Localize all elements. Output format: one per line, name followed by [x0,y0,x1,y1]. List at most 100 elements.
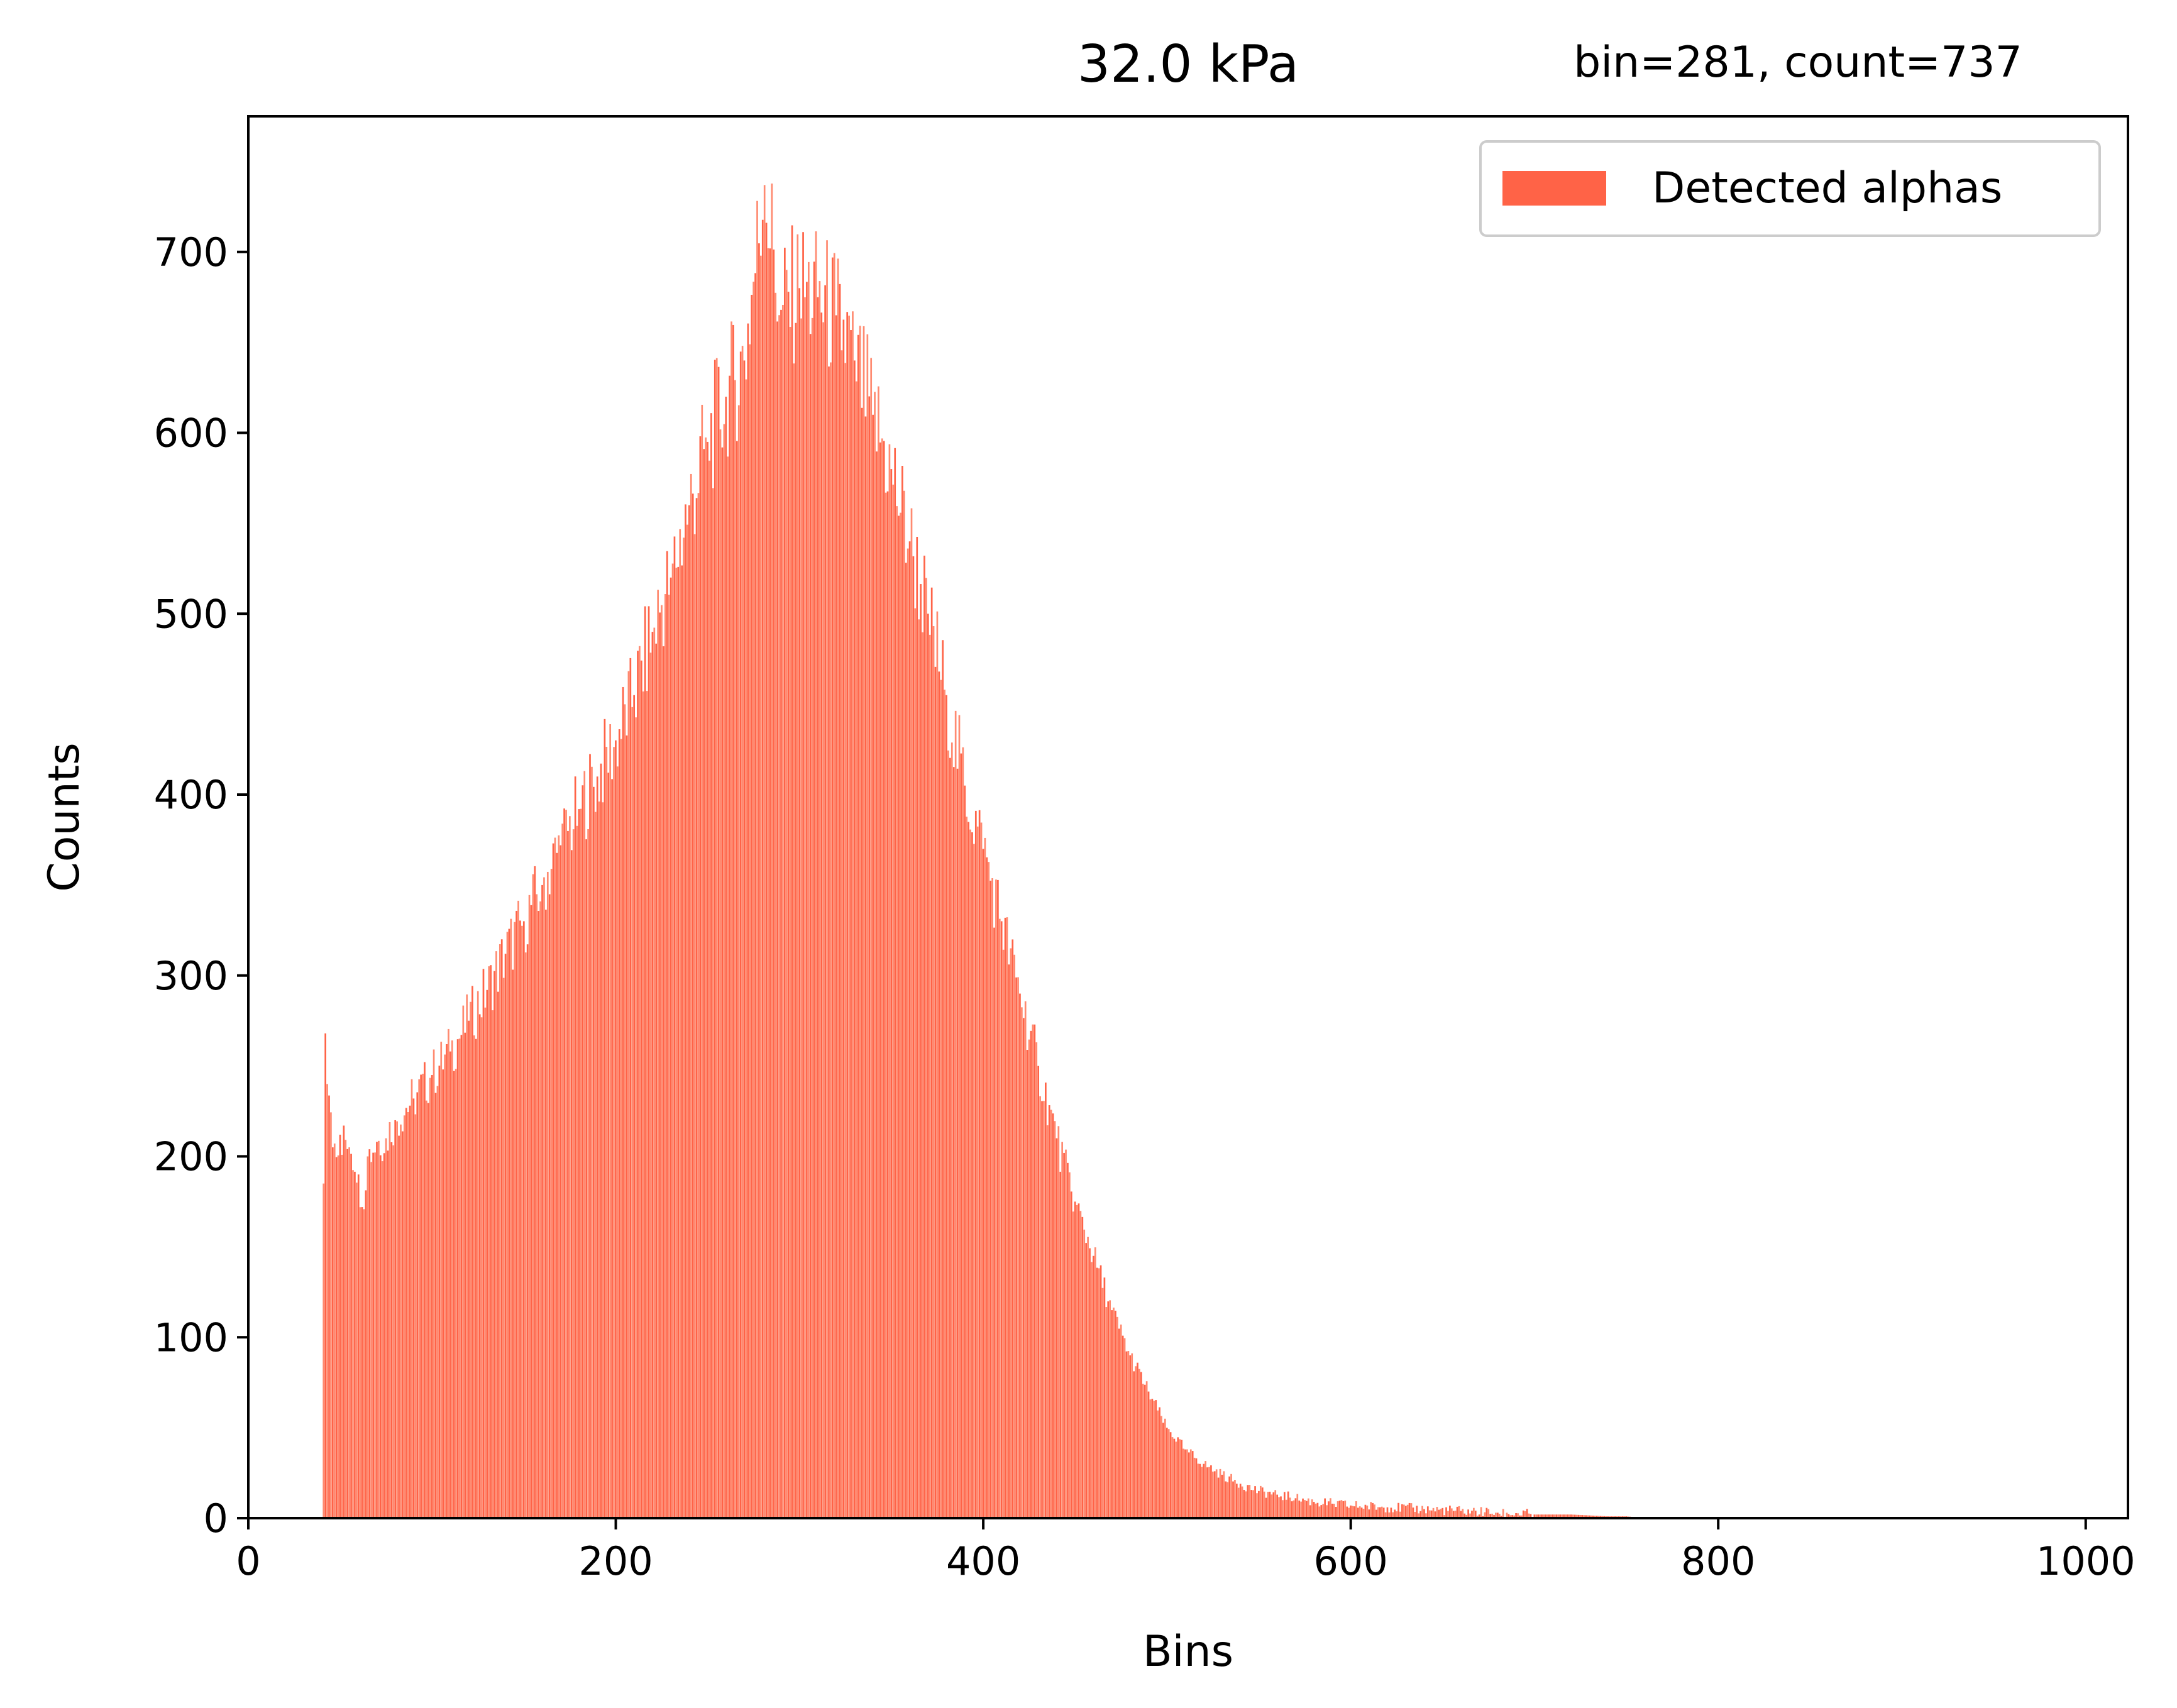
histogram-bar [749,344,751,1519]
histogram-bar [591,766,593,1518]
y-tick-label: 400 [154,772,228,818]
histogram-bar [440,1042,443,1518]
histogram-bar [1550,1514,1552,1518]
histogram-bar [969,829,971,1518]
histogram-bar [626,735,628,1518]
histogram-bar [1362,1509,1365,1518]
histogram-bar [1228,1476,1230,1518]
histogram-bar [414,1114,417,1518]
histogram-bar [1364,1504,1367,1518]
histogram-bar [448,1028,449,1518]
histogram-bar [1120,1325,1122,1518]
histogram-bar [514,922,516,1518]
histogram-bar [1533,1514,1536,1518]
histogram-bar [774,292,777,1518]
histogram-bar [407,1112,409,1518]
histogram-bar [1291,1501,1293,1518]
histogram-bar [1471,1511,1473,1518]
histogram-bar [717,366,720,1519]
histogram-bar [1379,1507,1381,1518]
histogram-bar [537,911,540,1518]
histogram-bar [1010,948,1012,1518]
histogram-bar [989,880,992,1518]
histogram-bar [903,490,905,1518]
histogram-bar [1045,1083,1047,1518]
histogram-bar [1575,1514,1578,1518]
histogram-bar [892,484,895,1518]
histogram-bar [833,253,835,1518]
legend-swatch [1502,171,1606,206]
histogram-bar [400,1124,402,1518]
histogram-bar [333,1143,336,1518]
histogram-bar [1019,993,1021,1518]
histogram-bar [670,577,672,1518]
histogram-bar [1326,1505,1328,1518]
histogram-bar [655,643,658,1518]
histogram-bar [930,587,933,1519]
histogram-bar [510,918,512,1518]
histogram-bar [874,392,876,1518]
histogram-bar [1232,1481,1234,1518]
histogram-bar [596,776,598,1518]
histogram-bar [1495,1512,1497,1518]
histogram-bar [534,866,536,1518]
histogram-bar [343,1125,345,1518]
histogram-bar [556,852,558,1518]
histogram-bar [442,1069,444,1518]
histogram-bar [1382,1507,1385,1518]
histogram-bar [681,565,683,1518]
histogram-bar [471,986,473,1518]
histogram-bar [1509,1515,1512,1518]
histogram-bar [854,360,856,1519]
histogram-bar [881,438,883,1519]
histogram-bar [1000,921,1003,1518]
histogram-bar [495,951,497,1518]
histogram-bar [1337,1501,1339,1518]
histogram-bar [477,991,479,1518]
histogram-bar [585,839,588,1518]
histogram-bar [598,802,600,1518]
histogram-bar [506,932,509,1518]
histogram-bar [988,862,990,1518]
histogram-bar [910,508,913,1518]
histogram-bar [1206,1467,1208,1518]
histogram-bar [569,816,571,1518]
histogram-bar [1414,1512,1416,1518]
histogram-bar [1081,1216,1084,1518]
histogram-bar [1013,954,1016,1518]
histogram-bar [1506,1512,1508,1518]
histogram-bar [609,724,612,1518]
histogram-bar [1567,1514,1568,1518]
histogram-bar [1197,1463,1199,1518]
histogram-bar [734,380,736,1518]
histogram-bar [1147,1391,1150,1518]
histogram-bar [1234,1480,1236,1518]
histogram-bar [361,1207,363,1518]
histogram-bar [1522,1510,1524,1518]
histogram-bar [1008,964,1010,1518]
histogram-bar [451,1040,453,1518]
histogram-bar [1091,1262,1093,1518]
histogram-bar [692,493,694,1518]
histogram-bar [1537,1514,1540,1518]
histogram-bar [868,396,871,1518]
histogram-bar [1447,1511,1449,1518]
histogram-bar [809,334,812,1518]
histogram-bar [1423,1509,1425,1518]
histogram-bar [1109,1300,1111,1518]
histogram-bar [949,758,951,1518]
histogram-bar [600,763,602,1518]
histogram-bar [830,362,832,1518]
histogram-bar [736,441,738,1518]
histogram-bar [1274,1490,1277,1518]
histogram-bar [1261,1487,1264,1518]
histogram-bar [1570,1514,1572,1518]
histogram-bar [565,810,567,1518]
histogram-bar [1043,1101,1045,1518]
x-tick-label: 1000 [2036,1538,2136,1584]
histogram-bar [1026,1050,1028,1518]
histogram-bar [653,627,656,1518]
histogram-bar [504,954,507,1518]
histogram-bar [675,568,678,1518]
histogram-bar [1138,1369,1140,1518]
